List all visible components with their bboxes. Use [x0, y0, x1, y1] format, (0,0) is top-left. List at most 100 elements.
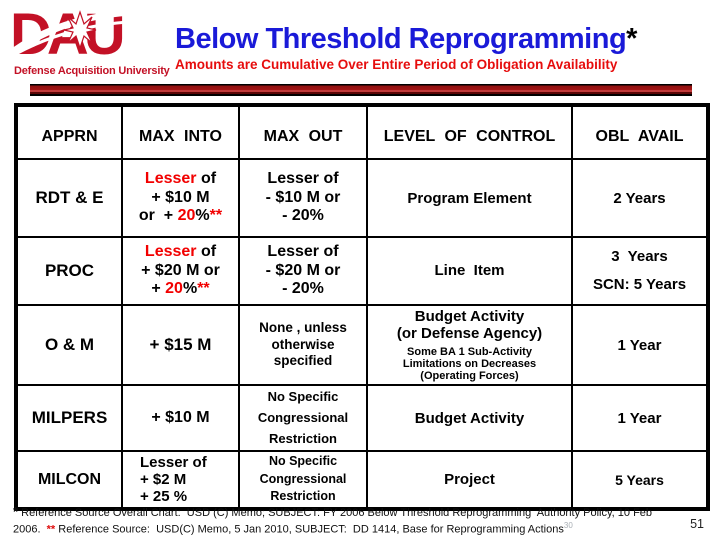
title-block: Below Threshold Reprogramming* Amounts a…	[175, 24, 715, 73]
cell-rdte-max-into: Lesser of + $10 M or + 20%**	[121, 158, 240, 238]
footnote-double-star: **	[46, 523, 56, 536]
logo-swoosh	[2, 9, 172, 62]
text-line: + $20 M or	[141, 261, 220, 279]
text-segment: of	[196, 170, 217, 188]
cell-om-max-into: + $15 M	[121, 304, 240, 386]
text-line: SCN: 5 Years	[592, 275, 687, 293]
page-number: 51	[690, 517, 704, 531]
text-line: No Specific	[267, 389, 339, 404]
text-line: - 20%	[282, 280, 324, 298]
cell-milpers-level: Budget Activity	[366, 383, 573, 453]
text-line: Budget Activity	[414, 308, 525, 326]
col-header-apprn: APPRN	[15, 104, 123, 160]
cell-om-level: Budget Activity (or Defense Agency) Some…	[366, 304, 573, 386]
text-line: + 25 %	[140, 488, 188, 506]
col-header-obl-avail: OBL AVAIL	[571, 104, 709, 160]
cell-milpers-apprn: MILPERS	[15, 383, 123, 453]
text-segment: of	[196, 243, 217, 261]
logo-caption: Defense Acquisition University	[14, 65, 170, 77]
text-line: + $2 M	[140, 471, 187, 489]
divider-bar	[30, 84, 692, 96]
text-line: Lesser of	[267, 170, 339, 188]
text-line: + $10 M	[151, 188, 210, 206]
cell-proc-apprn: PROC	[15, 236, 123, 306]
table-header-row: APPRN MAX INTO MAX OUT LEVEL OF CONTROL …	[15, 104, 709, 160]
footnote-star: *	[13, 504, 19, 519]
text-line: Lesser of	[267, 243, 339, 261]
text-segment: or +	[138, 207, 178, 225]
text-line: + 20%**	[125, 280, 236, 298]
text-line: Lesser of	[125, 243, 236, 261]
footnote: * Reference Source Overall Chart: USD (C…	[13, 504, 677, 537]
cell-milpers-obl: 1 Year	[571, 383, 709, 453]
footnote-text-2: Reference Source: USD(C) Memo, 5 Jan 201…	[55, 523, 564, 536]
text-segment: %	[195, 207, 210, 225]
text-line: Line Item	[434, 262, 505, 280]
footnote-superscript: 30	[563, 520, 573, 530]
text-line: - $10 M or	[265, 188, 341, 206]
text-line: - 20%	[282, 207, 324, 225]
cell-proc-max-out: Lesser of - $20 M or - 20%	[238, 236, 368, 306]
text-line: Some BA 1 Sub-Activity	[407, 345, 532, 358]
dau-logo: DAU Defense Acquisition University	[1, 2, 176, 77]
text-line: (Operating Forces)	[420, 369, 519, 382]
text-segment: Lesser	[144, 243, 197, 261]
text-line: (or Defense Agency)	[396, 325, 543, 343]
table-row-om: O & M + $15 M None , unless otherwise sp…	[15, 304, 709, 386]
text-line: Limitations on Decreases	[402, 357, 537, 370]
cell-proc-max-into: Lesser of + $20 M or + 20%**	[121, 236, 240, 306]
table-row-proc: PROC Lesser of + $20 M or + 20%** Lesser…	[15, 236, 709, 306]
text-segment: Lesser	[144, 170, 197, 188]
text-line: otherwise	[271, 336, 335, 352]
page-subtitle: Amounts are Cumulative Over Entire Perio…	[175, 57, 618, 73]
footnote-text-1: Reference Source Overall Chart: USD (C) …	[13, 507, 656, 536]
text-segment: %	[182, 280, 198, 298]
dau-logo-graphic: DAU	[1, 2, 173, 67]
table-row-milcon: MILCON Lesser of + $2 M + 25 % No Specif…	[15, 450, 709, 510]
text-segment: 20	[165, 280, 183, 298]
cell-milpers-max-out: No Specific Congressional Restriction	[238, 383, 368, 453]
text-line: Congressional	[257, 409, 349, 425]
cell-milcon-obl: 5 Years	[571, 450, 709, 510]
cell-om-max-out: None , unless otherwise specified	[238, 304, 368, 386]
text-line: - $20 M or	[265, 261, 341, 279]
level-sub-note: Some BA 1 Sub-Activity Limitations on De…	[370, 346, 569, 382]
cell-proc-obl: 3 Years SCN: 5 Years	[571, 236, 709, 306]
text-segment: **	[209, 207, 223, 225]
cell-rdte-max-out: Lesser of - $10 M or - 20%	[238, 158, 368, 238]
cell-rdte-apprn: RDT & E	[15, 158, 123, 238]
text-segment: **	[197, 280, 210, 298]
text-line: Congressional	[259, 471, 347, 486]
col-header-level-of-control: LEVEL OF CONTROL	[366, 104, 573, 160]
cell-rdte-level: Program Element	[366, 158, 573, 238]
star-icon	[63, 10, 97, 50]
cell-milcon-max-into: Lesser of + $2 M + 25 %	[121, 450, 240, 510]
title-text: Below Threshold Reprogramming	[175, 23, 627, 55]
title-asterisk: *	[626, 23, 637, 55]
text-line: None , unless	[259, 319, 347, 335]
text-line: No Specific	[268, 454, 338, 469]
text-segment: 20	[177, 207, 196, 225]
cell-milcon-max-out: No Specific Congressional Restriction	[238, 450, 368, 510]
cell-om-apprn: O & M	[15, 304, 123, 386]
cell-milcon-level: Project	[366, 450, 573, 510]
col-header-max-out: MAX OUT	[238, 104, 368, 160]
col-header-max-into: MAX INTO	[121, 104, 240, 160]
cell-om-obl: 1 Year	[571, 304, 709, 386]
spacer	[575, 266, 704, 277]
btr-table: APPRN MAX INTO MAX OUT LEVEL OF CONTROL …	[14, 103, 710, 511]
text-line: specified	[273, 353, 333, 369]
table-row-milpers: MILPERS + $10 M No Specific Congressiona…	[15, 383, 709, 453]
text-line: Restriction	[270, 489, 336, 504]
text-line: Lesser of	[140, 453, 207, 471]
text-line: 3 Years	[611, 248, 668, 265]
cell-milcon-apprn: MILCON	[15, 450, 123, 510]
cell-rdte-obl: 2 Years	[571, 158, 709, 238]
table-row-rdte: RDT & E Lesser of + $10 M or + 20%** Les…	[15, 158, 709, 238]
text-line: or + 20%**	[125, 207, 236, 225]
text-line: Lesser of	[125, 170, 236, 188]
page-title: Below Threshold Reprogramming*	[175, 24, 715, 54]
cell-milpers-max-into: + $10 M	[121, 383, 240, 453]
text-line: Restriction	[269, 430, 337, 446]
